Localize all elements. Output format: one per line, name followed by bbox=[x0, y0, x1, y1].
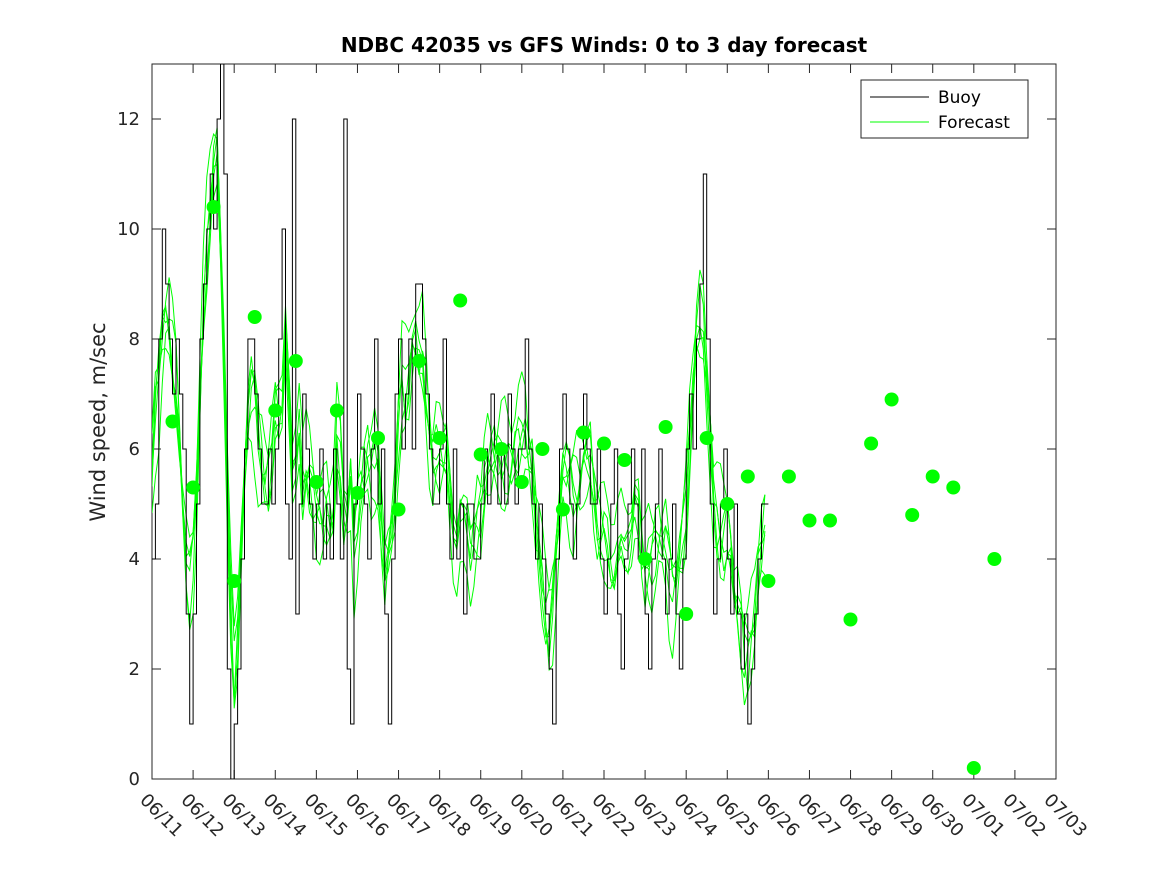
forecast-point bbox=[843, 612, 858, 627]
y-tick-label: 12 bbox=[117, 109, 140, 130]
forecast-point bbox=[412, 354, 427, 368]
x-tick-label: 06/27 bbox=[793, 790, 845, 842]
forecast-point bbox=[186, 480, 201, 495]
x-tick-label: 06/20 bbox=[505, 790, 557, 842]
forecast-point bbox=[802, 513, 817, 528]
forecast-point bbox=[535, 442, 550, 456]
y-axis-label: Wind speed, m/sec bbox=[86, 322, 110, 521]
forecast-point bbox=[473, 447, 488, 462]
forecast-point bbox=[761, 574, 776, 588]
y-tick-label: 4 bbox=[129, 549, 140, 570]
forecast-point bbox=[432, 431, 447, 445]
forecast-point bbox=[617, 453, 632, 467]
x-tick-label: 06/17 bbox=[382, 790, 434, 842]
forecast-line bbox=[152, 163, 766, 630]
legend-label-buoy: Buoy bbox=[938, 88, 981, 108]
x-tick-label: 06/15 bbox=[300, 790, 352, 842]
legend-label-forecast: Forecast bbox=[938, 113, 1010, 133]
forecast-point bbox=[720, 497, 735, 511]
x-tick-label: 06/24 bbox=[670, 790, 722, 842]
x-tick-label: 06/18 bbox=[423, 790, 475, 842]
forecast-point bbox=[946, 480, 961, 495]
forecast-point bbox=[247, 310, 262, 324]
legend-box bbox=[860, 79, 1029, 139]
x-tick-label: 06/29 bbox=[875, 790, 927, 842]
forecast-point bbox=[987, 552, 1002, 566]
plot-area: 02468101206/1106/1206/1306/1406/1506/160… bbox=[117, 63, 1091, 842]
forecast-point bbox=[905, 508, 920, 522]
forecast-point bbox=[371, 431, 385, 445]
legend: Buoy Forecast bbox=[860, 79, 1029, 139]
forecast-point bbox=[453, 293, 468, 308]
y-tick-label: 10 bbox=[117, 219, 140, 240]
forecast-point bbox=[679, 607, 694, 621]
x-tick-label: 06/25 bbox=[711, 790, 763, 842]
x-tick-label: 06/14 bbox=[259, 790, 311, 842]
x-tick-label: 06/22 bbox=[587, 790, 639, 842]
x-tick-label: 07/01 bbox=[957, 790, 1009, 842]
forecast-line bbox=[152, 153, 766, 706]
y-tick-label: 6 bbox=[129, 439, 140, 460]
forecast-point bbox=[391, 502, 406, 517]
forecast-line bbox=[152, 132, 766, 709]
forecast-point bbox=[884, 392, 899, 407]
x-tick-label: 06/23 bbox=[629, 790, 681, 842]
forecast-point bbox=[227, 574, 242, 588]
y-tick-label: 0 bbox=[129, 769, 140, 790]
x-tick-label: 06/13 bbox=[218, 790, 270, 842]
forecast-point bbox=[494, 442, 509, 456]
forecast-point bbox=[555, 502, 570, 517]
x-tick-label: 06/21 bbox=[546, 790, 598, 842]
buoy-line bbox=[152, 64, 769, 779]
forecast-point bbox=[329, 403, 344, 418]
forecast-point bbox=[288, 354, 303, 368]
forecast-point bbox=[658, 420, 673, 434]
x-tick-label: 07/03 bbox=[1039, 790, 1091, 842]
x-tick-label: 06/26 bbox=[752, 790, 804, 842]
y-tick-label: 8 bbox=[129, 329, 140, 350]
forecast-point bbox=[823, 513, 837, 528]
forecast-line bbox=[152, 135, 766, 703]
x-tick-label: 06/30 bbox=[916, 790, 968, 842]
forecast-line bbox=[152, 183, 766, 701]
forecast-point bbox=[740, 469, 755, 484]
forecast-point bbox=[699, 431, 714, 445]
forecast-point bbox=[165, 414, 180, 429]
chart-title: NDBC 42035 vs GFS Winds: 0 to 3 day fore… bbox=[341, 33, 868, 57]
forecast-point bbox=[206, 200, 221, 214]
forecast-point bbox=[514, 475, 529, 489]
forecast-point bbox=[638, 552, 653, 566]
x-tick-label: 06/12 bbox=[177, 790, 229, 842]
forecast-line bbox=[152, 127, 766, 642]
forecast-point bbox=[966, 761, 981, 775]
x-tick-label: 06/28 bbox=[834, 790, 886, 842]
x-tick-label: 06/19 bbox=[464, 790, 516, 842]
x-tick-label: 07/02 bbox=[998, 790, 1050, 842]
x-tick-label: 06/11 bbox=[135, 790, 187, 842]
forecast-point bbox=[597, 436, 611, 451]
forecast-point bbox=[309, 475, 324, 489]
axes-box bbox=[151, 63, 1057, 780]
forecast-point bbox=[350, 486, 365, 500]
forecast-point bbox=[864, 436, 879, 451]
forecast-point bbox=[576, 425, 591, 440]
forecast-point bbox=[925, 469, 940, 484]
x-tick-label: 06/16 bbox=[341, 790, 393, 842]
y-tick-label: 2 bbox=[129, 659, 140, 680]
forecast-point bbox=[268, 403, 283, 418]
forecast-point bbox=[781, 469, 796, 484]
